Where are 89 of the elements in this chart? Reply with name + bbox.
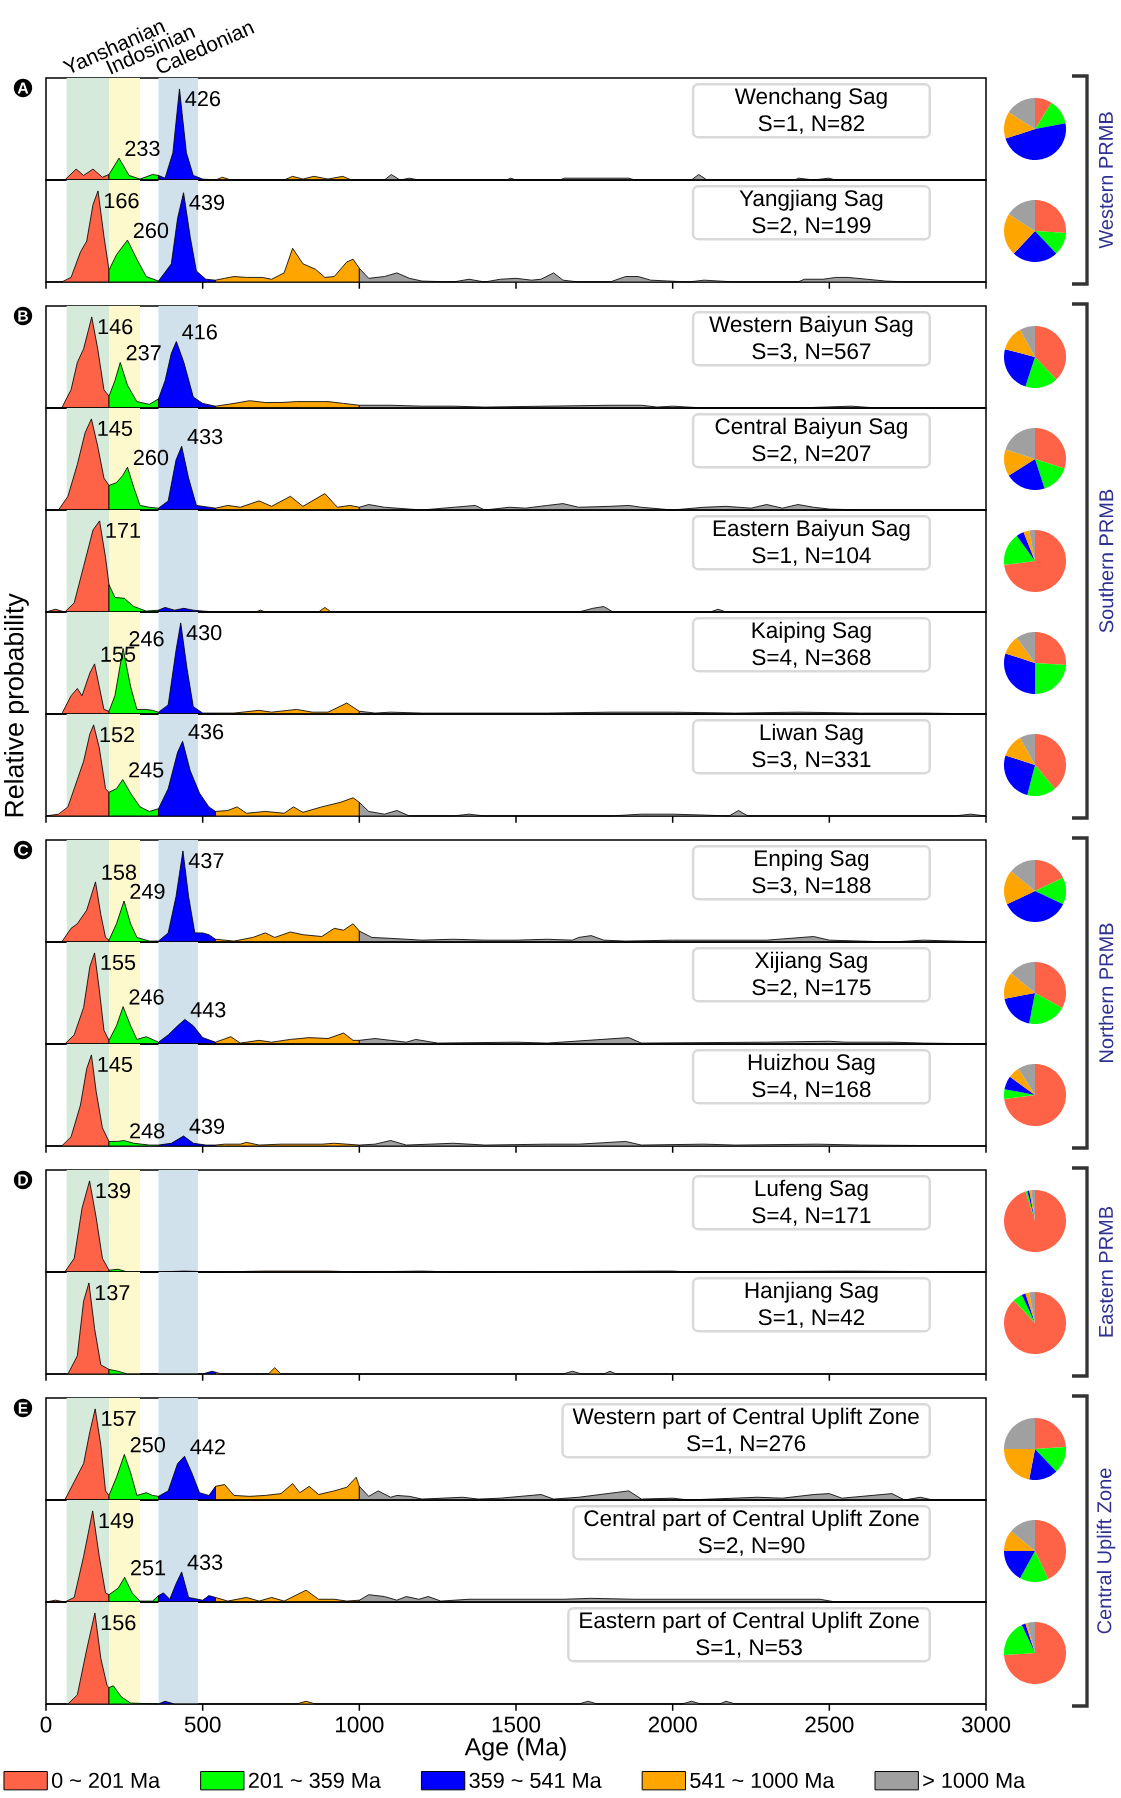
x-tick-label: 1500 xyxy=(492,1716,541,1733)
text: D xyxy=(18,1174,29,1186)
text: Eastern PRMB xyxy=(1099,1206,1113,1337)
text: Northern PRMB xyxy=(1098,923,1114,1062)
text: S=2, N=199 xyxy=(752,217,871,236)
chart-title: Yangjiang Sag xyxy=(739,189,883,211)
annotation: 233 xyxy=(125,140,160,157)
chart-title: Huizhou Sag xyxy=(748,1053,875,1075)
x-tick-label: 1000 xyxy=(336,1716,384,1733)
text: S=1, N=104 xyxy=(752,547,871,566)
annotation: 426 xyxy=(185,90,221,107)
annotation: 433 xyxy=(187,1554,223,1570)
annotation: 437 xyxy=(188,852,224,869)
annotation: 251 xyxy=(131,1560,166,1576)
text: S=1, N=53 xyxy=(696,1639,802,1658)
chart-title: Xijiang Sag xyxy=(755,951,867,973)
text: S=3, N=331 xyxy=(752,751,871,770)
x-tick-label: 3000 xyxy=(961,1716,1011,1733)
annotation: 139 xyxy=(96,1182,131,1199)
y-axis-title: Relative probability xyxy=(3,593,29,817)
legend-label: 541 ~ 1000 Ma xyxy=(690,1772,835,1789)
x-axis-title: Age (Ma) xyxy=(464,1737,566,1761)
chart-title: Central part of Central Uplift Zone xyxy=(584,1509,919,1531)
text: S=2, N=90 xyxy=(698,1537,805,1556)
text: E xyxy=(18,1402,28,1414)
text: C xyxy=(17,844,29,856)
text: S=3, N=567 xyxy=(752,343,871,362)
chart-title: Enping Sag xyxy=(755,849,869,871)
annotation: 430 xyxy=(186,624,222,641)
text: S=1, N=82 xyxy=(758,115,865,134)
annotation: 249 xyxy=(130,883,165,899)
x-tick-label: 2500 xyxy=(805,1716,854,1733)
legend-label: > 1000 Ma xyxy=(923,1772,1026,1789)
x-tick-label: 2000 xyxy=(648,1716,697,1733)
annotation: 137 xyxy=(95,1284,130,1301)
text: B xyxy=(18,310,28,322)
annotation: 442 xyxy=(190,1439,225,1455)
chart-title: Western Baiyun Sag xyxy=(709,315,913,337)
annotation: 152 xyxy=(100,726,135,743)
annotation: 158 xyxy=(102,864,137,880)
annotation: 439 xyxy=(189,194,225,211)
text: Southern PRMB xyxy=(1098,489,1114,633)
chart-title: Liwan Sag xyxy=(760,723,863,745)
text: S=1, N=276 xyxy=(687,1435,806,1454)
legend-label: 359 ~ 541 Ma xyxy=(469,1772,602,1789)
annotation: 246 xyxy=(129,989,164,1005)
annotation: 443 xyxy=(190,1002,226,1018)
text: S=4, N=368 xyxy=(752,649,871,668)
chart-title: Lufeng Sag xyxy=(755,1179,868,1201)
legend-label: 0 ~ 201 Ma xyxy=(51,1772,161,1789)
text: S=1, N=42 xyxy=(758,1309,865,1328)
annotation: 245 xyxy=(129,762,164,778)
annotation: 246 xyxy=(129,631,164,647)
annotation: 146 xyxy=(98,318,133,335)
text: S=4, N=171 xyxy=(752,1207,871,1226)
text: Central Uplift Zone xyxy=(1096,1468,1116,1634)
annotation: 248 xyxy=(130,1123,165,1139)
chart-title: Wenchang Sag xyxy=(734,87,887,109)
annotation: 260 xyxy=(133,449,169,466)
annotation: 149 xyxy=(99,1512,134,1529)
annotation: 171 xyxy=(106,522,141,538)
chart-title: Central Baiyun Sag xyxy=(715,417,907,439)
chart-title: Western part of Central Uplift Zone xyxy=(572,1407,919,1429)
annotation: 166 xyxy=(105,192,139,209)
x-tick-label: 500 xyxy=(184,1716,221,1733)
text: A xyxy=(17,82,29,94)
chart-title: Eastern Baiyun Sag xyxy=(713,519,910,541)
annotation: 436 xyxy=(188,723,224,740)
annotation: 145 xyxy=(98,420,132,437)
annotation: 156 xyxy=(101,1614,136,1631)
annotation: 260 xyxy=(133,222,169,239)
annotation: 439 xyxy=(189,1118,225,1134)
annotation: 155 xyxy=(101,954,136,971)
x-tick-label: 0 xyxy=(40,1716,52,1733)
chart-title: Hanjiang Sag xyxy=(745,1281,878,1303)
text: S=2, N=175 xyxy=(752,979,871,998)
annotation: 145 xyxy=(98,1056,132,1073)
text: Western PRMB xyxy=(1099,112,1113,249)
chart-title: Eastern part of Central Uplift Zone xyxy=(580,1611,919,1633)
chart-title: Kaiping Sag xyxy=(752,621,871,643)
annotation: 416 xyxy=(182,324,217,340)
annotation: 250 xyxy=(130,1437,165,1453)
text: S=2, N=207 xyxy=(752,445,871,464)
annotation: 157 xyxy=(102,1410,136,1427)
annotation: 237 xyxy=(126,345,161,361)
text: S=4, N=168 xyxy=(752,1081,871,1100)
annotation: 433 xyxy=(187,428,223,445)
text: S=3, N=188 xyxy=(752,877,871,896)
legend-label: 201 ~ 359 Ma xyxy=(248,1772,381,1789)
